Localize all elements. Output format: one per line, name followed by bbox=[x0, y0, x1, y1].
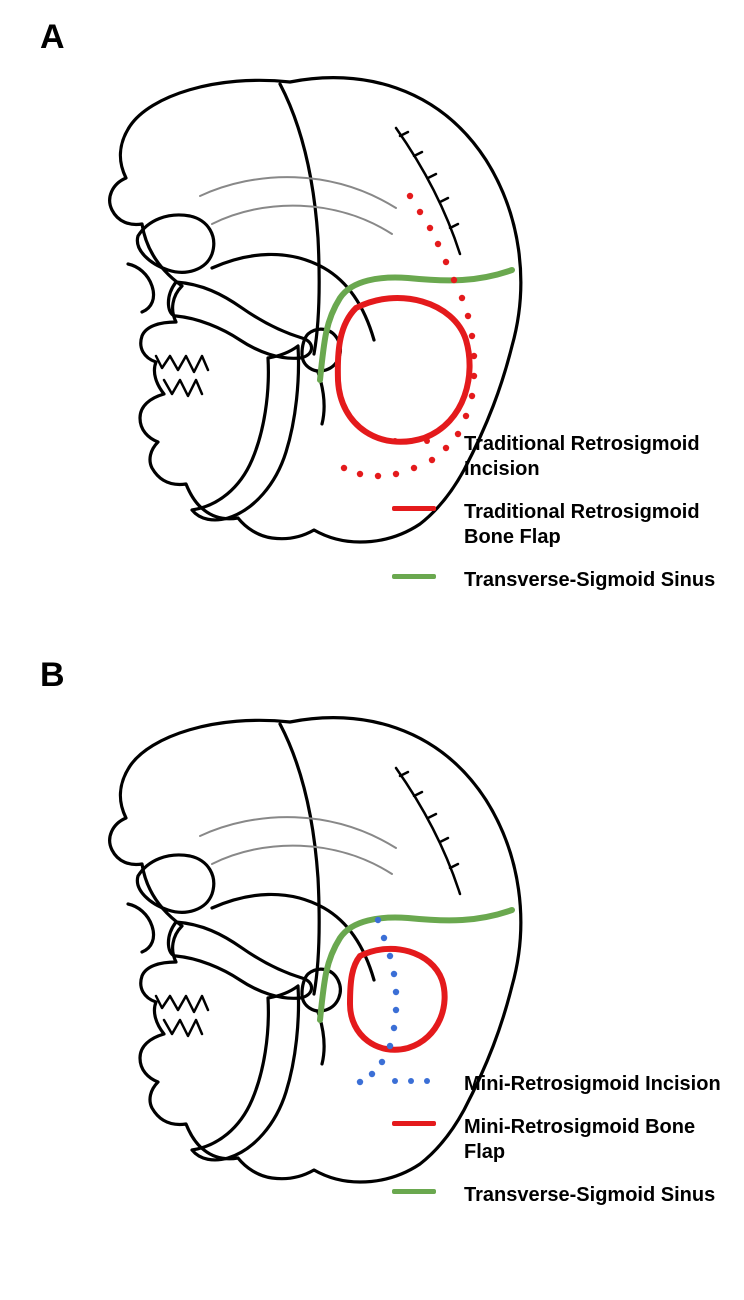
legend-a-swatch-line-2 bbox=[392, 574, 452, 579]
incision-dot bbox=[427, 225, 433, 231]
incision-dot bbox=[435, 241, 441, 247]
legend-dot bbox=[392, 438, 398, 444]
temporal-line-2 bbox=[212, 846, 392, 874]
incision-dot bbox=[451, 277, 457, 283]
legend-a-swatch-dots bbox=[392, 438, 452, 444]
temporal-line-1 bbox=[200, 817, 396, 848]
coronal-suture bbox=[280, 84, 319, 354]
legend-b-swatch-line-2 bbox=[392, 1189, 452, 1194]
incision-dot bbox=[459, 295, 465, 301]
incision-dot bbox=[443, 259, 449, 265]
zygoma bbox=[168, 282, 311, 358]
legend-dot bbox=[408, 1078, 414, 1084]
nasal bbox=[128, 264, 154, 312]
incision-dot bbox=[357, 471, 363, 477]
bone-flap-a bbox=[338, 298, 470, 442]
incision-dot bbox=[381, 935, 387, 941]
legend-a-text-2: Transverse-Sigmoid Sinus bbox=[464, 568, 715, 593]
legend-dot bbox=[424, 438, 430, 444]
legend-a-text-1: Traditional Retrosigmoid Bone Flap bbox=[464, 500, 734, 550]
legend-b-text-2: Transverse-Sigmoid Sinus bbox=[464, 1183, 715, 1208]
squamosal-suture bbox=[212, 254, 374, 340]
incision-dot bbox=[375, 473, 381, 479]
legend-b: Mini-Retrosigmoid Incision Mini-Retrosig… bbox=[392, 1072, 734, 1226]
incision-dot bbox=[387, 953, 393, 959]
legend-line bbox=[392, 1121, 436, 1126]
mandible-teeth bbox=[164, 1020, 202, 1036]
bone-flap-b bbox=[350, 949, 445, 1050]
incision-dot bbox=[469, 393, 475, 399]
incision-dot bbox=[393, 1007, 399, 1013]
incision-dot bbox=[391, 1025, 397, 1031]
legend-b-item-0: Mini-Retrosigmoid Incision bbox=[392, 1072, 734, 1097]
incision-dot bbox=[369, 1071, 375, 1077]
incision-dot bbox=[465, 313, 471, 319]
legend-b-text-0: Mini-Retrosigmoid Incision bbox=[464, 1072, 721, 1097]
incision-dot bbox=[379, 1059, 385, 1065]
incision-dot bbox=[471, 373, 477, 379]
temporal-line-2 bbox=[212, 206, 392, 234]
legend-b-text-1: Mini-Retrosigmoid Bone Flap bbox=[464, 1115, 734, 1165]
legend-a-item-1: Traditional Retrosigmoid Bone Flap bbox=[392, 500, 734, 550]
maxilla-teeth bbox=[156, 356, 208, 372]
mandible-teeth bbox=[164, 380, 202, 396]
legend-a-swatch-line-1 bbox=[392, 506, 452, 511]
legend-a-item-2: Transverse-Sigmoid Sinus bbox=[392, 568, 734, 593]
incision-dot bbox=[471, 353, 477, 359]
incision-dot bbox=[393, 989, 399, 995]
incision-dot bbox=[463, 413, 469, 419]
legend-a-item-0: Traditional Retrosigmoid Incision bbox=[392, 432, 734, 482]
temporal-line-1 bbox=[200, 177, 396, 208]
legend-a: Traditional Retrosigmoid Incision Tradit… bbox=[392, 432, 734, 611]
incision-dot bbox=[375, 917, 381, 923]
sinus-a bbox=[320, 270, 512, 380]
incision-dot bbox=[341, 465, 347, 471]
zygoma bbox=[168, 922, 311, 998]
legend-a-text-0: Traditional Retrosigmoid Incision bbox=[464, 432, 734, 482]
legend-dot bbox=[424, 1078, 430, 1084]
mandible bbox=[192, 986, 299, 1160]
incision-dot bbox=[387, 1043, 393, 1049]
incision-b bbox=[357, 917, 399, 1085]
legend-line bbox=[392, 506, 436, 511]
squamosal-suture bbox=[212, 894, 374, 980]
legend-b-swatch-dots bbox=[392, 1078, 452, 1084]
nasal bbox=[128, 904, 154, 952]
incision-dot bbox=[391, 971, 397, 977]
legend-b-item-1: Mini-Retrosigmoid Bone Flap bbox=[392, 1115, 734, 1165]
legend-b-item-2: Transverse-Sigmoid Sinus bbox=[392, 1183, 734, 1208]
legend-line bbox=[392, 574, 436, 579]
legend-dot bbox=[408, 438, 414, 444]
legend-dot bbox=[392, 1078, 398, 1084]
incision-dot bbox=[407, 193, 413, 199]
maxilla-teeth bbox=[156, 996, 208, 1012]
legend-line bbox=[392, 1189, 436, 1194]
incision-dot bbox=[357, 1079, 363, 1085]
lambdoid-suture bbox=[396, 768, 460, 894]
lambdoid-suture bbox=[396, 128, 460, 254]
coronal-suture bbox=[280, 724, 319, 994]
legend-b-swatch-line-1 bbox=[392, 1121, 452, 1126]
incision-dot bbox=[417, 209, 423, 215]
incision-dot bbox=[469, 333, 475, 339]
mandible bbox=[192, 346, 299, 520]
